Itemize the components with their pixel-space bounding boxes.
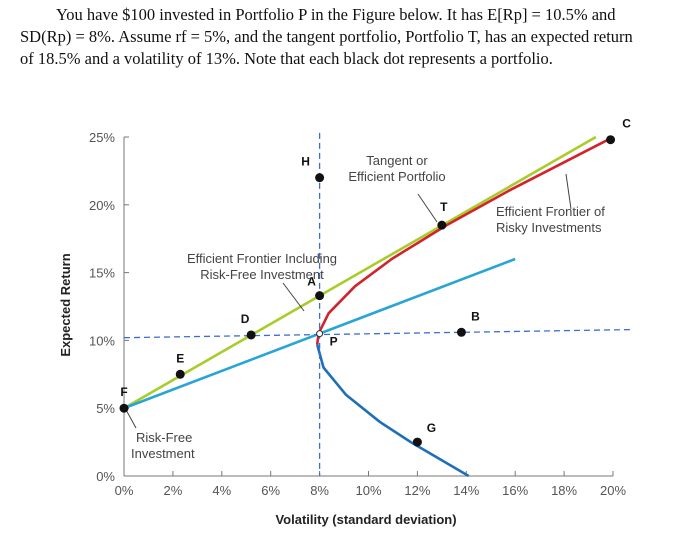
x-tick-label: 4% xyxy=(212,483,231,498)
pointer-tangent xyxy=(417,193,438,223)
intro-line-2: SD(Rp) = 8%. Assume rf = 5%, and the tan… xyxy=(20,27,633,46)
annotation-frontier-rf-2: Risk-Free Investment xyxy=(200,267,324,282)
portfolio-dot-G xyxy=(412,437,422,447)
annotation-risk-free-2: Investment xyxy=(131,446,195,461)
annotation-frontier-rf-1: Efficient Frontier Including xyxy=(187,251,337,266)
y-axis-title: Expected Return xyxy=(58,253,73,356)
series-h-dashed xyxy=(123,328,631,339)
intro-line-1: You have $100 invested in Portfolio P in… xyxy=(56,5,616,24)
annotations: Tangent or Efficient Portfolio Efficient… xyxy=(131,153,605,461)
y-tick-label: 5% xyxy=(96,401,115,416)
portfolio-label-F: F xyxy=(120,385,127,399)
y-tick-label: 10% xyxy=(89,333,115,348)
x-axis-title: Volatility (standard deviation) xyxy=(275,512,456,527)
portfolio-label-C: C xyxy=(622,117,631,131)
annotation-tangent-1: Tangent or xyxy=(366,153,428,168)
portfolio-dot-H xyxy=(315,173,325,183)
annotation-tangent-2: Efficient Portfolio xyxy=(348,169,445,184)
y-tick-label: 15% xyxy=(89,266,115,281)
portfolio-dot-E xyxy=(175,369,185,379)
portfolio-label-H: H xyxy=(301,155,310,169)
portfolio-dot-C xyxy=(606,135,616,145)
portfolio-label-T: T xyxy=(440,200,448,214)
pointer-frontier-risky xyxy=(565,173,572,210)
x-tick-label: 10% xyxy=(355,483,381,498)
x-tick-label: 14% xyxy=(453,483,479,498)
axes: 0% 2% 4% 6% 8% 10% 12% 14% 16% 18% 20% 0% 5% 10% 15% 20… xyxy=(89,130,626,498)
portfolio-label-B: B xyxy=(471,309,480,323)
portfolio-dot-T xyxy=(437,220,447,230)
portfolio-dot-A xyxy=(315,291,325,301)
portfolio-label-G: G xyxy=(427,421,436,435)
annotation-risk-free-1: Risk-Free xyxy=(136,430,192,445)
portfolio-label-D: D xyxy=(241,312,250,326)
x-tick-label: 0% xyxy=(115,483,134,498)
portfolio-label-A: A xyxy=(307,275,316,289)
series-inefficient-frontier xyxy=(315,344,470,478)
y-tick-label: 0% xyxy=(96,469,115,484)
y-tick-label: 20% xyxy=(89,198,115,213)
x-tick-label: 16% xyxy=(502,483,528,498)
portfolio-dots: F E D A H T B G C P xyxy=(119,117,631,447)
pointer-frontier-rf xyxy=(282,282,305,312)
series-cml xyxy=(123,135,597,410)
intro-line-3: of 18.5% and a volatility of 13%. Note t… xyxy=(20,49,553,68)
portfolio-dot-F xyxy=(119,403,129,413)
x-tick-label: 6% xyxy=(261,483,280,498)
series-lines xyxy=(123,132,631,478)
portfolio-dot-P xyxy=(316,330,324,338)
portfolio-dot-D xyxy=(246,330,256,340)
portfolio-label-E: E xyxy=(176,351,184,365)
annotation-frontier-risky-1: Efficient Frontier of xyxy=(496,204,605,219)
x-tick-label: 12% xyxy=(404,483,430,498)
x-tick-label: 2% xyxy=(164,483,183,498)
x-tick-label: 20% xyxy=(600,483,626,498)
portfolio-dot-B xyxy=(456,327,466,337)
x-tick-label: 18% xyxy=(551,483,577,498)
problem-text: You have $100 invested in Portfolio P in… xyxy=(20,4,690,70)
x-tick-label: 8% xyxy=(310,483,329,498)
annotation-frontier-risky-2: Risky Investments xyxy=(496,220,602,235)
y-tick-label: 25% xyxy=(89,130,115,145)
portfolio-label-P: P xyxy=(330,335,338,349)
